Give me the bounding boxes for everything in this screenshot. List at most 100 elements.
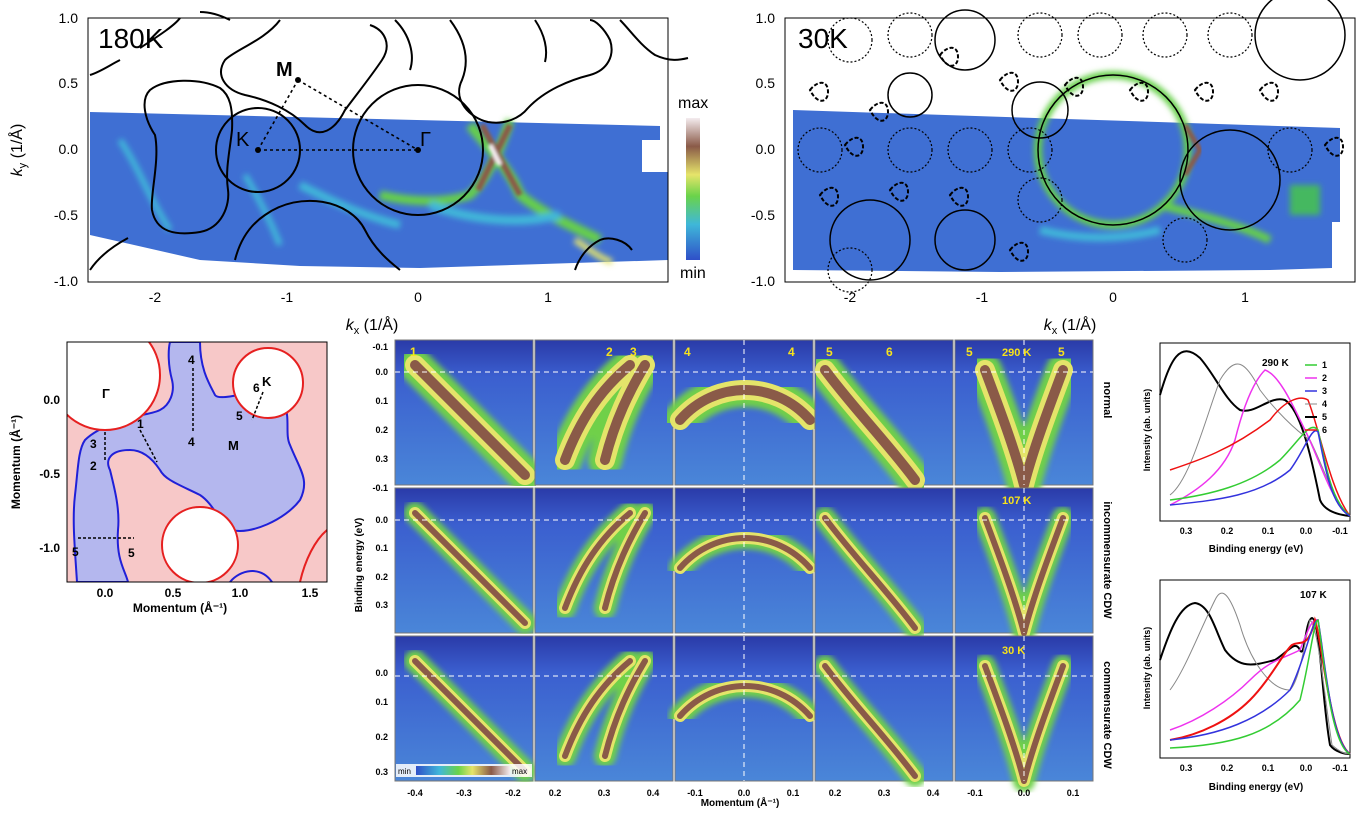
- arpes-band: [982, 515, 1066, 636]
- arpes-band: [677, 535, 813, 571]
- svg-text:0.1: 0.1: [1262, 526, 1275, 536]
- arpes-panel-background: [814, 635, 954, 782]
- arpes-cut-label: 5: [826, 345, 833, 359]
- arpes-panel-r2-c3: [669, 487, 821, 634]
- svg-text:4: 4: [188, 353, 195, 367]
- arpes-panel-r3-c2: [534, 635, 674, 782]
- arpes-panel-r3-c5: [954, 635, 1094, 792]
- arpes-panel-r2-c4: [814, 487, 954, 639]
- k-point-dot: [255, 147, 261, 153]
- arpes-xtick: -0.3: [456, 788, 472, 798]
- schematic-lower-circle: [161, 506, 239, 582]
- arpes-band: [980, 365, 1068, 490]
- bz-schematic: Γ K M 1 2 3 4 4 5 5 6 5 0.0 -0.5 -1.0 0.…: [8, 341, 328, 615]
- arpes-cut-label: 4: [788, 345, 795, 359]
- svg-text:1.5: 1.5: [302, 586, 319, 600]
- arpes-panel-r2-c5: [954, 487, 1094, 644]
- temperature-30k: 30K: [798, 23, 848, 54]
- svg-text:1: 1: [1241, 289, 1249, 305]
- fermi-contours-right: [829, 0, 1346, 281]
- arpes-panel-r1-c2: [534, 339, 674, 486]
- svg-text:-0.1: -0.1: [372, 342, 388, 352]
- svg-text:1.0: 1.0: [756, 10, 776, 26]
- edc-107k-curve-1: [1169, 619, 1351, 755]
- svg-text:0: 0: [414, 289, 422, 305]
- edc-107k-xlabel: Binding energy (eV): [1209, 782, 1303, 793]
- svg-text:5: 5: [72, 545, 79, 559]
- arpes-colorbar: [416, 766, 510, 775]
- svg-text:-0.5: -0.5: [54, 207, 78, 223]
- svg-text:2: 2: [1322, 373, 1327, 383]
- svg-text:0.2: 0.2: [1221, 526, 1234, 536]
- arpes-xtick: 0.2: [549, 788, 562, 798]
- arpes-xtick: -0.2: [505, 788, 521, 798]
- edc-290k-curve-1: [1169, 426, 1351, 517]
- svg-text:-1.0: -1.0: [39, 541, 60, 555]
- svg-text:-1: -1: [281, 289, 294, 305]
- arpes-xtick: 0.3: [878, 788, 891, 798]
- svg-text:0.0: 0.0: [97, 586, 114, 600]
- arpes-xtick: 0.4: [647, 788, 660, 798]
- arpes-xtick: 0.3: [598, 788, 611, 798]
- svg-text:3: 3: [90, 437, 97, 451]
- svg-text:normal: normal: [1101, 382, 1113, 419]
- arpes-grid-yticks: -0.1 0.0 0.1 0.2 0.3 -0.1 0.0 0.1 0.2 0.…: [372, 342, 388, 777]
- m-point-dot: [295, 77, 301, 83]
- schematic-gamma-label: Γ: [102, 386, 110, 401]
- arpes-cut-label: 4: [684, 345, 691, 359]
- arpes-panel-r2-c2: [534, 487, 674, 634]
- arpes-xtick: -0.4: [407, 788, 423, 798]
- svg-text:-0.1: -0.1: [1332, 526, 1348, 536]
- fermi-map-30k-data: [793, 110, 1340, 272]
- schematic-m-label: M: [228, 438, 239, 453]
- arpes-xtick: 0.1: [1067, 788, 1080, 798]
- arpes-panel-r3-c1: [394, 635, 536, 782]
- svg-text:5: 5: [236, 409, 243, 423]
- arpes-band: [822, 515, 918, 631]
- arpes-panel-r1-c3: [663, 339, 827, 486]
- svg-text:0.3: 0.3: [1180, 763, 1193, 773]
- schematic-yticks: 0.0 -0.5 -1.0: [39, 393, 60, 555]
- arpes-cut-label: 5: [966, 345, 973, 359]
- arpes-band: [412, 510, 528, 626]
- svg-text:-2: -2: [149, 289, 162, 305]
- svg-text:0.1: 0.1: [1262, 763, 1275, 773]
- colorbar-max-label: max: [678, 95, 708, 112]
- map-left-xticks: -2 -1 0 1: [149, 289, 552, 305]
- arpes-grid: -0.1 0.0 0.1 0.2 0.3 -0.1 0.0 0.1 0.2 0.…: [354, 339, 1113, 809]
- schematic-xticks: 0.0 0.5 1.0 1.5: [97, 586, 319, 600]
- schematic-frame: [66, 341, 328, 583]
- arpes-band: [560, 360, 650, 465]
- edc-107k-xticks: 0.3 0.2 0.1 0.0 -0.1: [1180, 763, 1348, 773]
- arpes-row-labels: normal incommensurate CDW commensurate C…: [1101, 382, 1113, 770]
- fermi-contours-left: [89, 11, 689, 271]
- schematic-k-label: K: [262, 374, 272, 389]
- svg-text:0.3: 0.3: [375, 454, 388, 464]
- colorbar-180k: [686, 118, 700, 260]
- svg-text:0.0: 0.0: [375, 515, 388, 525]
- svg-text:0.0: 0.0: [1300, 763, 1313, 773]
- arpes-band: [822, 663, 918, 779]
- arpes-band: [982, 663, 1066, 784]
- svg-text:0.3: 0.3: [375, 600, 388, 610]
- map-right-frame: [784, 17, 1356, 283]
- map-left-ylabel: ky (1/Å): [7, 124, 29, 177]
- schematic-ylabel: Momentum (Å⁻¹): [8, 415, 23, 509]
- label-gamma: Γ: [420, 129, 431, 151]
- fermi-map-30k: 30K 1.0 0.5 0.0 -0.5 -1.0 -2 -1 0 1 kx (…: [751, 0, 1356, 337]
- svg-text:-0.1: -0.1: [372, 483, 388, 493]
- svg-text:2: 2: [90, 459, 97, 473]
- svg-text:0.0: 0.0: [1300, 526, 1313, 536]
- edc-290k-curve-4: [1169, 363, 1351, 517]
- svg-text:1: 1: [137, 417, 144, 431]
- gamma-point-dot: [415, 147, 421, 153]
- svg-text:6: 6: [1322, 425, 1327, 435]
- edc-107k-curve-5: [1159, 601, 1351, 755]
- colorbar-min-label: min: [680, 265, 706, 282]
- edc-290k-plot: 290 K 1 2 3 4 5 6 0.3 0.2 0.1 0.0 -0.1 B…: [1142, 342, 1351, 555]
- arpes-colorbar-max-label: max: [512, 767, 527, 776]
- arpes-colorbar-min-label: min: [398, 767, 411, 776]
- svg-text:4: 4: [1322, 399, 1327, 409]
- map-right-xlabel: kx (1/Å): [1044, 315, 1097, 337]
- arpes-cut-label: 2: [606, 345, 613, 359]
